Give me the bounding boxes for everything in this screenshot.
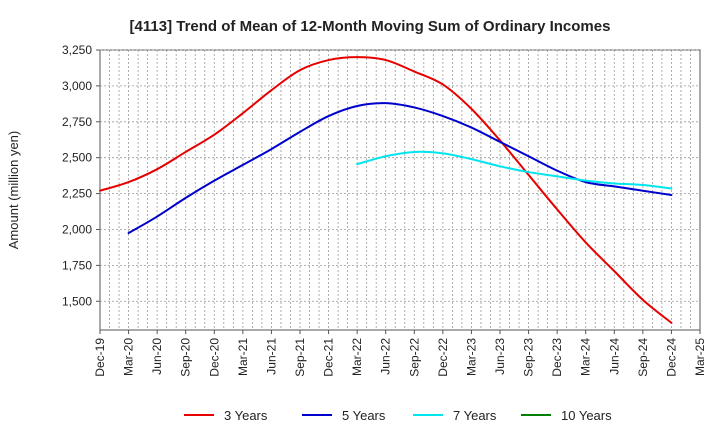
x-tick-label: Mar-20: [122, 338, 136, 376]
legend-label-10-years: 10 Years: [561, 408, 612, 423]
x-tick-label: Jun-20: [150, 338, 164, 375]
series-line-7-years: [356, 150, 673, 190]
x-tick-label: Mar-24: [579, 338, 593, 376]
y-axis-label: Amount (million yen): [6, 131, 21, 250]
x-tick-label: Mar-25: [693, 338, 707, 376]
x-tick-label: Dec-23: [550, 338, 564, 377]
x-tick-label: Sep-24: [636, 338, 650, 377]
y-axis-ticks: 1,500 1,750 2,000 2,250 2,500 2,750 3,000 3,250: [62, 43, 100, 308]
legend-label-5-years: 5 Years: [342, 408, 386, 423]
x-tick-label: Jun-21: [264, 338, 278, 375]
x-tick-label: Jun-22: [379, 338, 393, 375]
plot-area: [99, 49, 701, 331]
x-tick-label: Dec-21: [322, 338, 336, 377]
x-tick-label: Sep-20: [179, 338, 193, 377]
x-tick-label: Dec-19: [93, 338, 107, 377]
legend-label-3-years: 3 Years: [224, 408, 268, 423]
y-tick-label: 2,250: [62, 187, 92, 201]
x-tick-label: Sep-22: [407, 338, 421, 377]
y-tick-label: 1,750: [62, 258, 92, 272]
x-axis-ticks: Dec-19 Mar-20 Jun-20 Sep-20 Dec-20 Mar-21 Jun-…: [93, 330, 707, 377]
grid-lines: [100, 49, 700, 330]
series-line-5-years: [127, 102, 673, 235]
legend-label-7-years: 7 Years: [453, 408, 497, 423]
y-tick-label: 2,750: [62, 115, 92, 129]
y-tick-label: 2,500: [62, 151, 92, 165]
y-tick-label: 3,250: [62, 43, 92, 57]
x-tick-label: Mar-22: [350, 338, 364, 376]
x-tick-label: Dec-22: [436, 338, 450, 377]
legend: 3 Years 5 Years 7 Years 10 Years: [184, 408, 612, 423]
y-tick-label: 1,500: [62, 294, 92, 308]
series-lines: [99, 56, 673, 324]
x-tick-label: Mar-23: [464, 338, 478, 376]
x-tick-label: Mar-21: [236, 338, 250, 376]
x-tick-label: Sep-21: [293, 338, 307, 377]
x-tick-label: Dec-24: [664, 338, 678, 377]
y-tick-label: 2,000: [62, 222, 92, 236]
x-tick-label: Sep-23: [522, 338, 536, 377]
x-tick-label: Jun-24: [607, 338, 621, 375]
y-tick-label: 3,000: [62, 79, 92, 93]
chart-title: [4113] Trend of Mean of 12-Month Moving …: [130, 18, 611, 35]
series-line-3-years: [99, 56, 673, 324]
x-tick-label: Dec-20: [207, 338, 221, 377]
x-tick-label: Jun-23: [493, 338, 507, 375]
